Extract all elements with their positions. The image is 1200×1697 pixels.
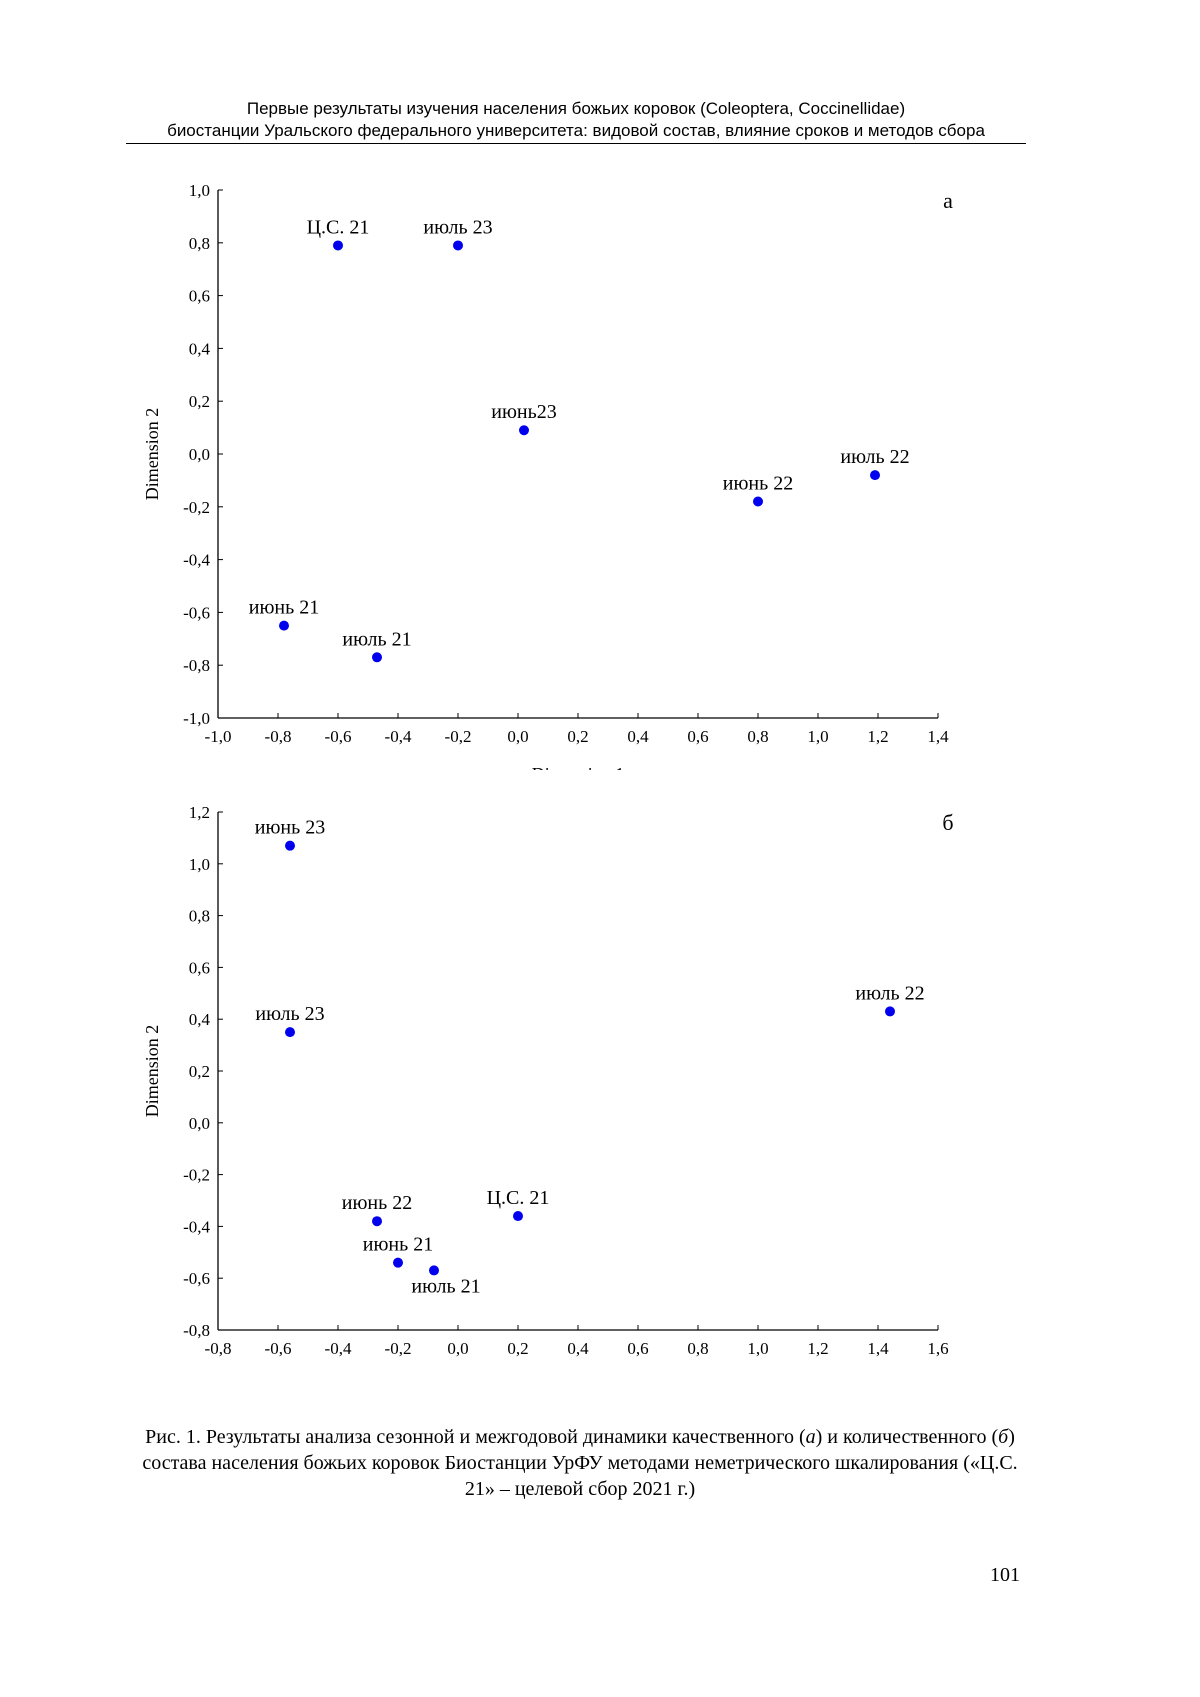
x-tick-label: -0,2 — [445, 727, 472, 746]
x-tick-label: 0,4 — [627, 727, 649, 746]
x-axis-title: Dimension 1 — [532, 1376, 625, 1378]
scatter-plot-a: -1,0 -0,8 -0,6 -0,4 -0,2 0,0 0,2 0,4 0,6 0,8 1,0 -1… — [0, 170, 1200, 770]
data-point-label: июль 22 — [840, 446, 909, 468]
data-point — [279, 621, 289, 631]
caption-a-letter: а — [806, 1426, 816, 1448]
x-tick-label: 0,2 — [507, 1339, 528, 1358]
y-tick-label: 1,0 — [189, 181, 210, 200]
x-tick-label: 1,2 — [807, 1339, 828, 1358]
y-tick-label: 0,8 — [189, 907, 210, 926]
data-point-label: июнь23 — [491, 401, 556, 423]
running-header: Первые результаты изучения населения бож… — [126, 98, 1026, 144]
x-tick-label: -0,2 — [385, 1339, 412, 1358]
data-point — [372, 652, 382, 662]
data-point-label: июнь 21 — [363, 1234, 433, 1256]
data-point-label: июнь 23 — [255, 817, 325, 839]
y-tick-label: -0,6 — [183, 1269, 210, 1288]
x-tick-label: 0,8 — [687, 1339, 708, 1358]
data-point-label: Ц.С. 21 — [487, 1187, 550, 1209]
data-point — [333, 240, 343, 250]
data-point-label: июнь 21 — [249, 597, 319, 619]
y-tick-label: 0,6 — [189, 287, 210, 306]
y-tick-label: 0,0 — [189, 445, 210, 464]
x-tick-label: -0,8 — [265, 727, 292, 746]
y-tick-label: 0,4 — [189, 1010, 211, 1029]
x-tick-label: 0,6 — [627, 1339, 648, 1358]
x-tick-label: 1,0 — [747, 1339, 768, 1358]
data-point — [519, 425, 529, 435]
data-point-label: Ц.С. 21 — [307, 216, 370, 238]
data-point — [870, 470, 880, 480]
y-tick-label: -0,2 — [183, 498, 210, 517]
y-tick-label: 0,8 — [189, 234, 210, 253]
page-number: 101 — [960, 1564, 1020, 1587]
x-tick-label: 1,0 — [807, 727, 828, 746]
y-tick-label: 0,4 — [189, 339, 211, 358]
x-tick-label: 0,8 — [747, 727, 768, 746]
x-tick-label: -0,4 — [385, 727, 412, 746]
data-point — [285, 1027, 295, 1037]
y-tick-label: -0,2 — [183, 1166, 210, 1185]
y-tick-label: -0,6 — [183, 603, 210, 622]
x-tick-label: 0,0 — [507, 727, 528, 746]
y-tick-label: 0,0 — [189, 1114, 210, 1133]
data-point — [285, 841, 295, 851]
panel-label: а — [943, 188, 953, 213]
y-tick-label: 0,2 — [189, 1062, 210, 1081]
x-tick-label: 0,2 — [567, 727, 588, 746]
y-tick-label: 1,2 — [189, 803, 210, 822]
data-point-label: июль 23 — [255, 1003, 324, 1025]
x-axis-title: Dimension 1 — [532, 764, 625, 770]
x-tick-label: -0,4 — [325, 1339, 352, 1358]
y-tick-label: -1,0 — [183, 709, 210, 728]
y-tick-label: -0,8 — [183, 656, 210, 675]
y-tick-label: -0,4 — [183, 1217, 210, 1236]
caption-b-letter: б — [998, 1426, 1008, 1448]
figure-caption: Рис. 1. Результаты анализа сезонной и ме… — [140, 1424, 1020, 1502]
data-point — [753, 497, 763, 507]
x-tick-label: 1,4 — [927, 727, 949, 746]
y-axis-title: Dimension 2 — [142, 1025, 162, 1118]
x-tick-label: -0,6 — [325, 727, 352, 746]
x-tick-label: 0,0 — [447, 1339, 468, 1358]
data-point-label: июль 22 — [855, 982, 924, 1004]
header-line-1: Первые результаты изучения населения бож… — [247, 99, 905, 118]
data-point — [393, 1258, 403, 1268]
x-tick-label: -0,8 — [205, 1339, 232, 1358]
data-point — [885, 1006, 895, 1016]
caption-part-2: ) и количественного ( — [816, 1426, 999, 1448]
x-tick-label: 0,4 — [567, 1339, 589, 1358]
header-line-2: биостанции Уральского федерального униве… — [126, 120, 1026, 144]
data-point — [513, 1211, 523, 1221]
data-point-label: июль 21 — [411, 1275, 480, 1297]
data-point-label: июль 21 — [342, 628, 411, 650]
x-tick-label: 0,6 — [687, 727, 708, 746]
x-tick-label: 1,6 — [927, 1339, 948, 1358]
data-point-label: июнь 22 — [342, 1192, 412, 1214]
data-point — [453, 240, 463, 250]
data-point — [429, 1265, 439, 1275]
y-tick-label: -0,4 — [183, 551, 210, 570]
data-point-label: июнь 22 — [723, 473, 793, 495]
y-tick-label: -0,8 — [183, 1321, 210, 1340]
data-point-label: июль 23 — [423, 216, 492, 238]
scatter-plot-b: -0,8 -0,6 -0,4 -0,2 0,0 0,2 0,4 0,6 0,8 1,0 1,2 -0,… — [0, 788, 1200, 1378]
y-axis-title: Dimension 2 — [142, 408, 162, 501]
y-tick-label: 0,2 — [189, 392, 210, 411]
x-tick-label: 1,4 — [867, 1339, 889, 1358]
data-point — [372, 1216, 382, 1226]
x-tick-label: -0,6 — [265, 1339, 292, 1358]
y-tick-label: 1,0 — [189, 855, 210, 874]
x-tick-label: -1,0 — [205, 727, 232, 746]
x-tick-label: 1,2 — [867, 727, 888, 746]
caption-part-1: Рис. 1. Результаты анализа сезонной и ме… — [145, 1426, 806, 1448]
panel-label: б — [942, 810, 953, 835]
y-tick-label: 0,6 — [189, 958, 210, 977]
